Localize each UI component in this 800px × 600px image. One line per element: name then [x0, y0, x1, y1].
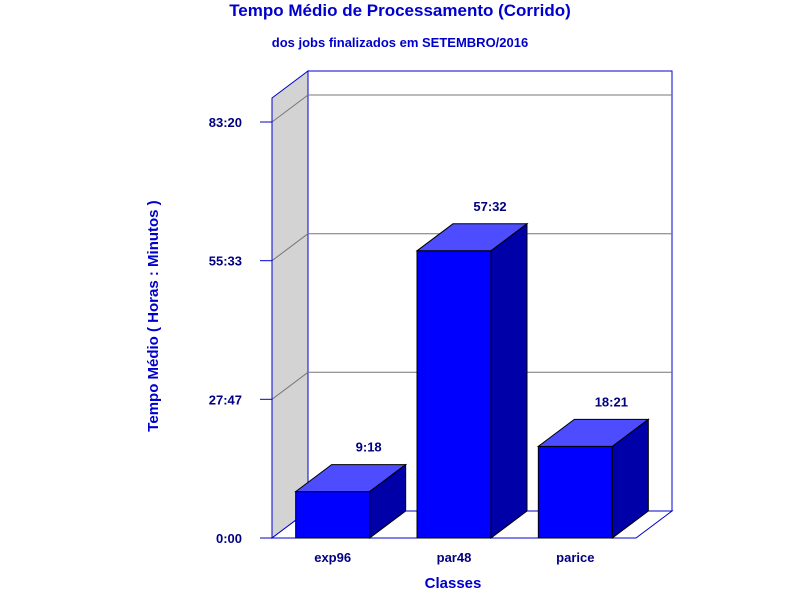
x-tick-label: parice — [556, 550, 594, 565]
bar-side — [490, 222, 528, 539]
bar-side — [611, 418, 649, 539]
bar-side — [369, 463, 407, 539]
y-tick-label: 83:20 — [209, 115, 242, 130]
y-tick-label: 0:00 — [216, 531, 242, 546]
y-axis-title: Tempo Médio ( Horas : Minutos ) — [145, 200, 162, 431]
bar-par48: 57:32 — [415, 199, 529, 539]
bar-front — [416, 250, 492, 539]
x-axis-labels: exp96 par48 parice — [314, 550, 594, 565]
x-tick-label: exp96 — [314, 550, 351, 565]
bar-parice: 18:21 — [536, 394, 650, 539]
bars: 9:18 57:32 18:21 — [294, 199, 650, 539]
y-tick-label: 55:33 — [209, 254, 242, 269]
chart-title: Tempo Médio de Processamento (Corrido) — [229, 1, 571, 20]
y-axis: 0:00 27:47 55:33 83:20 — [209, 98, 636, 546]
bar-front — [295, 491, 371, 539]
data-label: 57:32 — [473, 199, 506, 214]
x-tick-label: par48 — [437, 550, 472, 565]
gridline-side — [271, 94, 309, 123]
chart-subtitle: dos jobs finalizados em SETEMBRO/2016 — [272, 35, 528, 50]
gridline-side — [271, 233, 309, 262]
bar-exp96: 9:18 — [294, 440, 408, 539]
gridline-side — [271, 371, 309, 400]
x-axis-title: Classes — [425, 575, 482, 592]
bar-front — [537, 445, 613, 539]
y-tick-label: 27:47 — [209, 392, 242, 407]
side-wall — [271, 70, 309, 539]
data-label: 18:21 — [595, 394, 628, 409]
data-label: 9:18 — [356, 440, 382, 455]
